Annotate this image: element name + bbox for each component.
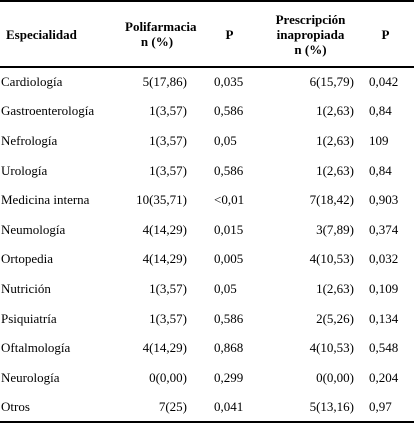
header-row: Especialidad Polifarmacia n (%) P Prescr… bbox=[0, 0, 414, 68]
cell-p-prescripcion: 0,548 bbox=[369, 340, 399, 356]
cell-prescripcion: 4(10,53) bbox=[309, 340, 354, 356]
cell-prescripcion: 7(18,42) bbox=[309, 192, 354, 208]
cell-especialidad: Nutrición bbox=[1, 280, 51, 296]
table-row: Neurología 0(0,00) 0,299 0(0,00) 0,204 bbox=[0, 363, 414, 393]
table-row: Urología 1(3,57) 0,586 1(2,63) 0,84 bbox=[0, 156, 414, 186]
cell-prescripcion: 1(2,63) bbox=[316, 280, 354, 296]
header-polifarmacia-line2: n (%) bbox=[140, 34, 174, 49]
cell-especialidad: Neumología bbox=[1, 221, 66, 237]
cell-especialidad: Gastroenterología bbox=[1, 103, 95, 119]
cell-especialidad: Psiquiatría bbox=[1, 310, 57, 326]
table-row: Ortopedia 4(14,29) 0,005 4(10,53) 0,032 bbox=[0, 245, 414, 275]
cell-p-polifarmacia: 0,05 bbox=[214, 132, 237, 148]
cell-p-polifarmacia: 0,005 bbox=[214, 251, 244, 267]
cell-polifarmacia: 1(3,57) bbox=[149, 280, 187, 296]
cell-p-polifarmacia: 0,586 bbox=[214, 310, 244, 326]
cell-especialidad: Nefrología bbox=[1, 132, 58, 148]
table-row: Oftalmología 4(14,29) 0,868 4(10,53) 0,548 bbox=[0, 333, 414, 363]
cell-especialidad: Medicina interna bbox=[1, 192, 90, 208]
cell-polifarmacia: 4(14,29) bbox=[142, 340, 187, 356]
cell-especialidad: Neurología bbox=[1, 369, 60, 385]
table-row: Gastroenterología 1(3,57) 0,586 1(2,63) 0,84 bbox=[0, 97, 414, 127]
cell-p-prescripcion: 0,97 bbox=[357, 392, 414, 424]
cell-p-prescripcion: 0,109 bbox=[369, 280, 399, 296]
cell-polifarmacia: 4(14,29) bbox=[142, 221, 187, 237]
cell-p-prescripcion: 0,204 bbox=[369, 369, 399, 385]
cell-polifarmacia: 1(3,57) bbox=[149, 310, 187, 326]
table-row: Medicina interna 10(35,71) <0,01 7(18,42) 0,… bbox=[0, 185, 414, 215]
cell-especialidad: Ortopedia bbox=[1, 251, 53, 267]
table-header: Especialidad Polifarmacia n (%) P Prescr… bbox=[0, 0, 414, 68]
cell-especialidad: Cardiología bbox=[1, 74, 63, 90]
cell-p-prescripcion: 0,903 bbox=[369, 192, 399, 208]
header-prescripcion-line3: n (%) bbox=[294, 41, 327, 57]
header-polifarmacia-line1: Polifarmacia bbox=[125, 19, 197, 34]
header-prescripcion: Prescripción inapropiada n (%) bbox=[264, 0, 357, 68]
cell-polifarmacia: 5(17,86) bbox=[142, 74, 187, 90]
cell-prescripcion: 3(7,89) bbox=[316, 221, 354, 237]
table-row: Psiquiatría 1(3,57) 0,586 2(5,26) 0,134 bbox=[0, 304, 414, 334]
cell-p-polifarmacia: 0,586 bbox=[214, 162, 244, 178]
cell-p-polifarmacia: 0,868 bbox=[214, 340, 244, 356]
cell-polifarmacia: 7(25) bbox=[117, 392, 189, 424]
cell-especialidad: Otros bbox=[0, 392, 117, 424]
header-p-prescripcion: P bbox=[357, 0, 414, 68]
cell-especialidad: Urología bbox=[1, 162, 48, 178]
cell-p-polifarmacia: 0,041 bbox=[189, 392, 264, 424]
cell-p-polifarmacia: 0,035 bbox=[214, 74, 244, 90]
cell-prescripcion: 0(0,00) bbox=[316, 369, 354, 385]
cell-prescripcion: 1(2,63) bbox=[316, 103, 354, 119]
cell-polifarmacia: 1(3,57) bbox=[149, 132, 187, 148]
cell-p-prescripcion: 109 bbox=[369, 132, 389, 148]
cell-prescripcion: 1(2,63) bbox=[316, 132, 354, 148]
header-p-polifarmacia: P bbox=[189, 0, 264, 68]
cell-prescripcion: 6(15,79) bbox=[309, 74, 354, 90]
cell-polifarmacia: 0(0,00) bbox=[149, 369, 187, 385]
cell-p-prescripcion: 0,84 bbox=[369, 103, 392, 119]
cell-polifarmacia: 1(3,57) bbox=[149, 162, 187, 178]
header-especialidad: Especialidad bbox=[0, 0, 117, 68]
table-row: Nutrición 1(3,57) 0,05 1(2,63) 0,109 bbox=[0, 274, 414, 304]
cell-p-prescripcion: 0,032 bbox=[369, 251, 399, 267]
cell-p-prescripcion: 0,374 bbox=[369, 221, 399, 237]
header-prescripcion-line1: Prescripción bbox=[275, 11, 346, 27]
cell-polifarmacia: 4(14,29) bbox=[142, 251, 187, 267]
header-prescripcion-line2: inapropiada bbox=[276, 26, 345, 42]
table-body: Cardiología 5(17,86) 0,035 6(15,79) 0,042 Gas… bbox=[0, 67, 414, 424]
cell-especialidad: Oftalmología bbox=[1, 340, 71, 356]
cell-p-polifarmacia: 0,015 bbox=[214, 221, 244, 237]
cell-p-prescripcion: 0,042 bbox=[369, 74, 399, 90]
table-row: Neumología 4(14,29) 0,015 3(7,89) 0,374 bbox=[0, 215, 414, 245]
table-row: Otros 7(25) 0,041 5(13,16) 0,97 bbox=[0, 392, 414, 424]
cell-polifarmacia: 10(35,71) bbox=[136, 192, 187, 208]
header-polifarmacia: Polifarmacia n (%) bbox=[117, 0, 197, 68]
cell-p-polifarmacia: 0,586 bbox=[214, 103, 244, 119]
cell-p-polifarmacia: 0,299 bbox=[214, 369, 244, 385]
table-row: Nefrología 1(3,57) 0,05 1(2,63) 109 bbox=[0, 126, 414, 156]
cell-prescripcion: 2(5,26) bbox=[316, 310, 354, 326]
cell-p-prescripcion: 0,84 bbox=[369, 162, 392, 178]
cell-prescripcion: 1(2,63) bbox=[316, 162, 354, 178]
cell-polifarmacia: 1(3,57) bbox=[149, 103, 187, 119]
cell-p-prescripcion: 0,134 bbox=[369, 310, 399, 326]
table-row: Cardiología 5(17,86) 0,035 6(15,79) 0,042 bbox=[0, 67, 414, 97]
cell-p-polifarmacia: <0,01 bbox=[214, 192, 245, 208]
cell-prescripcion: 5(13,16) bbox=[264, 392, 357, 424]
cell-prescripcion: 4(10,53) bbox=[309, 251, 354, 267]
cell-p-polifarmacia: 0,05 bbox=[214, 280, 237, 296]
